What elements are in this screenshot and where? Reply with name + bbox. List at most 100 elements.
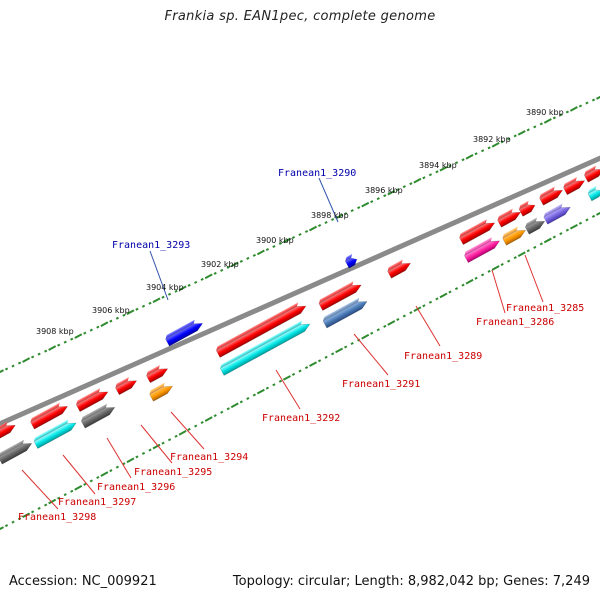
callout-line: [491, 269, 506, 314]
gene-arrow-bevel: [525, 217, 538, 228]
scale-dot: [152, 443, 161, 450]
scale-dot: [565, 110, 570, 114]
scale-dot: [500, 140, 504, 144]
scale-dot: [265, 386, 270, 390]
scale-dot: [465, 153, 474, 160]
scale-dot: [543, 237, 552, 244]
scale-dot: [187, 283, 191, 287]
scale-dot: [37, 352, 41, 356]
gene-label-bottom: Franean1_3298: [18, 512, 96, 523]
scale-dot: [585, 218, 589, 222]
scale-dot: [298, 369, 302, 373]
scale-dot: [376, 197, 380, 201]
scale-dot: [148, 301, 152, 305]
scale-dot: [48, 498, 57, 505]
scale-dot: [11, 520, 15, 524]
scale-dot: [409, 311, 413, 315]
scale-dot: [480, 149, 485, 153]
scale-dot: [513, 256, 517, 260]
scale-dot: [96, 325, 100, 329]
gene-label-top: Franean1_3293: [112, 240, 190, 251]
scale-dot: [413, 177, 422, 184]
gene-labels: Franean1_3290 Franean1_3293 Franean1_3285 F…: [18, 168, 584, 523]
scale-dot: [109, 469, 113, 473]
gene-arrow-bevel: [115, 376, 129, 388]
gene-label-bottom: Franean1_3292: [262, 413, 340, 424]
scale-dot: [474, 152, 478, 156]
scale-tick-label: 3890 kbp: [526, 108, 564, 117]
scale-dot: [291, 372, 296, 376]
scale-dot: [370, 331, 374, 335]
scale-dot: [335, 347, 344, 354]
gene-arrow-bevel: [543, 203, 563, 218]
gene-arrow-bevel: [345, 253, 353, 262]
scale-dot: [256, 388, 265, 395]
scale-dot: [344, 345, 348, 349]
scale-dot: [194, 280, 198, 284]
scale-dot: [487, 269, 491, 273]
callout-line: [21, 469, 59, 510]
scale-dot: [220, 268, 224, 272]
scale-dot: [533, 245, 537, 249]
scale-dot: [507, 259, 511, 263]
scale-dot: [422, 176, 426, 180]
scale-dot: [63, 493, 67, 497]
scale-dot: [387, 320, 396, 326]
scale-dot: [387, 189, 396, 196]
gene-arrow-bevel: [220, 320, 303, 369]
scale-dot: [230, 402, 239, 409]
scale-dot: [596, 94, 600, 100]
scale-dot: [135, 307, 139, 311]
gene-label-bottom: Franean1_3297: [58, 497, 136, 508]
scale-dot: [491, 265, 500, 271]
scale-track-inner: [0, 210, 600, 532]
scale-dot: [204, 273, 213, 280]
scale-dot: [167, 438, 172, 442]
scale-dot: [178, 285, 187, 292]
callout-line: [318, 177, 339, 223]
scale-dot: [526, 128, 530, 132]
scale-dot: [559, 113, 563, 117]
scale-dot: [226, 407, 230, 411]
gene-arrow-bevel: [464, 237, 492, 256]
scale-labels: 3890 kbp 3892 kbp 3894 kbp 3896 kbp 3898 kbp…: [36, 108, 564, 336]
scale-dot: [17, 517, 22, 521]
scale-dot: [74, 333, 83, 339]
scale-dot: [161, 441, 165, 445]
scale-tick-label: 3906 kbp: [92, 306, 130, 315]
scale-dot: [324, 221, 328, 225]
scale-dot: [291, 235, 296, 239]
scale-dot: [17, 361, 22, 365]
scale-dot: [507, 137, 511, 141]
scale-dot: [161, 295, 165, 299]
scale-dot: [480, 273, 485, 277]
scale-dot: [454, 161, 459, 165]
scale-dot: [448, 290, 452, 294]
scale-dot: [141, 451, 146, 455]
scale-dot: [298, 232, 302, 237]
scale-dot: [89, 479, 93, 483]
scale-dot: [174, 434, 178, 438]
scale-dot: [194, 424, 198, 428]
scale-dot: [282, 237, 291, 244]
scale-dot: [239, 400, 243, 404]
gene-arrow-bevel: [519, 200, 529, 210]
gene-arrow-bevel: [165, 319, 195, 340]
scale-dot: [204, 416, 213, 422]
scale-dot: [402, 185, 406, 189]
genome-summary-text: Topology: circular; Length: 8,982,042 bp…: [232, 574, 590, 589]
scale-dot: [350, 209, 354, 213]
scale-dot: [383, 194, 387, 198]
gene-label-top: Franean1_3290: [278, 168, 356, 179]
accession-text: Accession: NC_009921: [9, 574, 157, 589]
scale-dot: [226, 265, 230, 269]
map-title: Frankia sp. EAN1pec, complete genome: [164, 9, 436, 24]
scale-dot: [126, 457, 135, 464]
scale-dot: [428, 173, 433, 177]
scale-dot: [115, 465, 120, 469]
scale-dot: [126, 309, 135, 316]
gene-label-bottom: Franean1_3286: [476, 317, 554, 328]
scale-tick-label: 3892 kbp: [473, 135, 511, 144]
gene-arrow-bevel: [0, 439, 25, 458]
